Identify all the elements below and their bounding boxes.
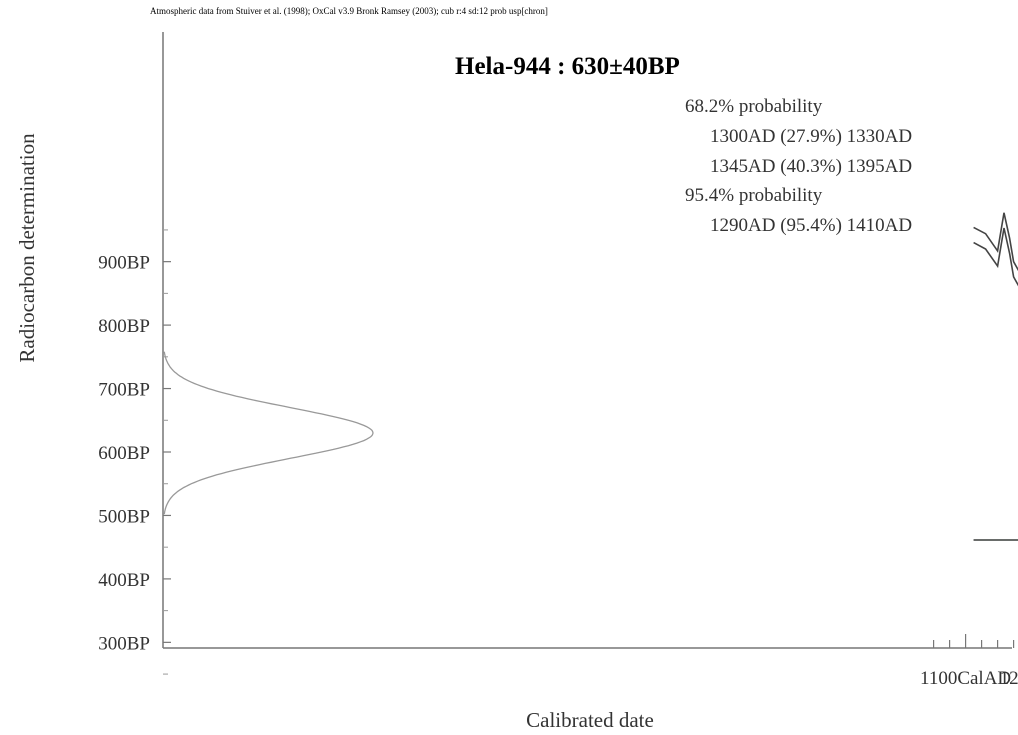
calibration-curve-lower (974, 228, 1018, 640)
annotation-sigma1-range-2: 1345AD (40.3%) 1395AD (710, 156, 912, 177)
x-tick-label: 1100CalAD (920, 668, 1011, 689)
annotation-sigma1-range-1: 1300AD (27.9%) 1330AD (710, 126, 912, 147)
measurement-distribution (164, 352, 373, 515)
x-axis-label: Calibrated date (526, 708, 654, 732)
annotation-sigma1-header: 68.2% probability (685, 96, 823, 117)
chart-title: Hela-944 : 630±40BP (455, 53, 680, 80)
y-tick-label: 400BP (98, 570, 150, 591)
annotation-sigma2-header: 95.4% probability (685, 185, 823, 206)
y-tick-label: 800BP (98, 316, 150, 337)
y-tick-label: 500BP (98, 506, 150, 527)
y-tick-label: 900BP (98, 253, 150, 274)
y-tick-label: 700BP (98, 380, 150, 401)
y-tick-label: 600BP (98, 443, 150, 464)
x-tick-label: 1200CalAD (1000, 668, 1018, 689)
annotation-sigma2-range-1: 1290AD (95.4%) 1410AD (710, 215, 912, 236)
y-axis-label: Radiocarbon determination (15, 133, 39, 363)
calibrated-distribution (974, 325, 1018, 540)
calibration-curve-upper (974, 213, 1018, 625)
chart-header: Atmospheric data from Stuiver et al. (19… (150, 6, 548, 16)
y-tick-label: 300BP (98, 633, 150, 654)
